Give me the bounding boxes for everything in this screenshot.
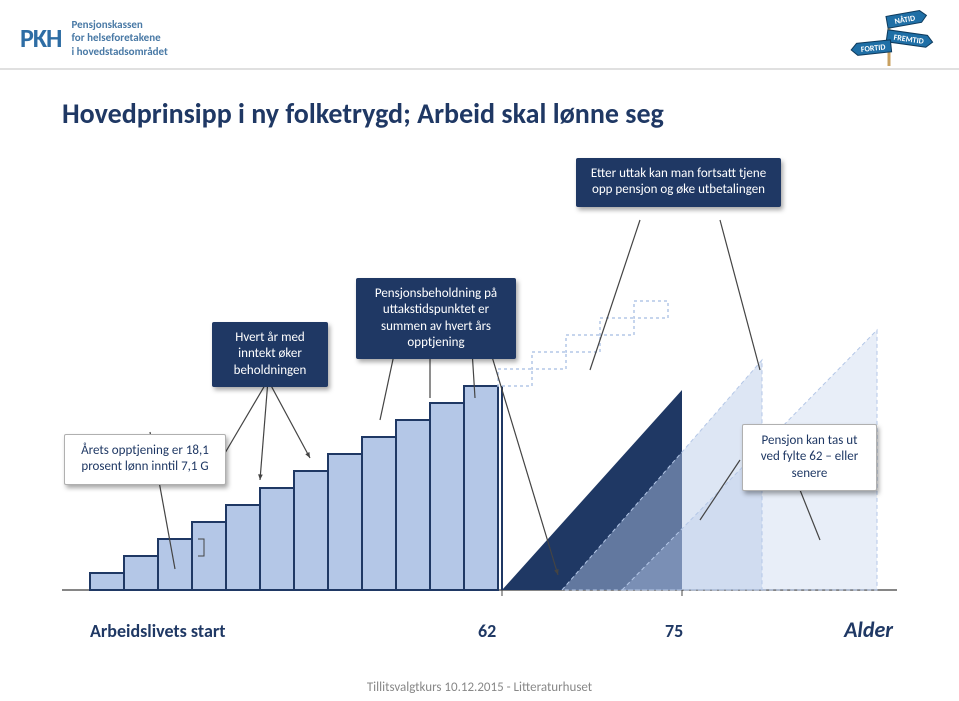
logo-mark: PKH bbox=[20, 22, 61, 54]
axis-label-62: 62 bbox=[478, 620, 496, 642]
svg-text:NÅTID: NÅTID bbox=[894, 13, 916, 26]
page-title: Hovedprinsipp i ny folketrygd; Arbeid sk… bbox=[62, 96, 664, 131]
axis-label-75: 75 bbox=[665, 620, 683, 642]
annotation-senere: Pensjon kan tas ut ved fylte 62 – eller … bbox=[742, 424, 877, 491]
header: PKH Pensjonskassen for helseforetakene i… bbox=[0, 0, 959, 70]
logo: PKH Pensjonskassen for helseforetakene i… bbox=[20, 18, 168, 58]
annotation-opptjening: Årets opptjening er 18,1 prosent lønn in… bbox=[64, 434, 226, 485]
main-chart bbox=[62, 140, 897, 610]
annotation-beholdning: Pensjonsbeholdning på uttakstidspunktet … bbox=[356, 278, 516, 359]
signpost-icon: NÅTID FREMTID FORTID bbox=[839, 10, 939, 66]
annotation-uttak: Etter uttak kan man fortsatt tjene opp p… bbox=[576, 158, 781, 207]
annotation-inntekt: Hvert år med inntekt øker beholdningen bbox=[212, 322, 328, 387]
axis-label-alder: Alder bbox=[844, 616, 893, 643]
logo-tagline: Pensjonskassen for helseforetakene i hov… bbox=[71, 18, 167, 58]
footer-text: Tillitsvalgtkurs 10.12.2015 - Litteratur… bbox=[0, 680, 959, 695]
axis-label-start: Arbeidslivets start bbox=[90, 620, 225, 642]
